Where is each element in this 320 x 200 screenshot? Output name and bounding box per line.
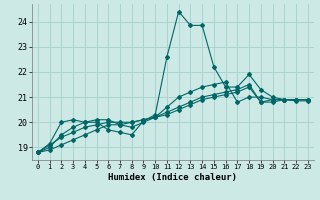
X-axis label: Humidex (Indice chaleur): Humidex (Indice chaleur) (108, 173, 237, 182)
